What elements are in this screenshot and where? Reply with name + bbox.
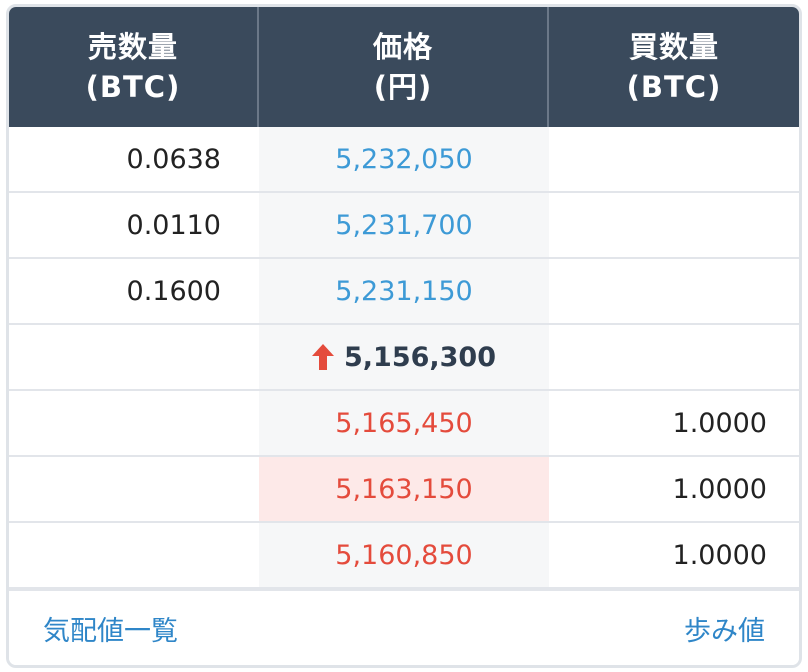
buy-qty-unit: (BTC) [626,70,722,104]
order-book-link[interactable]: 気配値一覧 [43,615,178,647]
empty-sell-cell [9,391,259,455]
empty-sell-cell [9,457,259,521]
price-header: 価格 (円) [259,7,549,127]
ask-qty: 0.0638 [126,143,221,175]
ask-row[interactable]: 0.0110 5,231,700 [9,193,799,259]
empty-buy-cell [549,325,799,389]
up-arrow-icon [311,344,334,370]
price-label: 価格 [372,30,433,64]
ask-price: 5,231,700 [259,193,549,257]
order-book-footer: 気配値一覧 歩み値 [9,589,799,665]
bid-qty: 1.0000 [672,407,767,439]
bid-qty: 1.0000 [672,539,767,571]
empty-sell-cell [9,523,259,587]
sell-qty-header: 売数量 (BTC) [9,7,259,127]
bid-price: 5,165,450 [259,391,549,455]
ask-price: 5,231,150 [259,259,549,323]
empty-sell-cell [9,325,259,389]
price-unit: (円) [373,70,433,104]
bid-row[interactable]: 5,165,450 1.0000 [9,391,799,457]
buy-qty-label: 買数量 [628,30,719,64]
order-book-header: 売数量 (BTC) 価格 (円) 買数量 (BTC) [9,7,799,127]
ask-qty: 0.1600 [126,275,221,307]
last-price: 5,156,300 [343,341,497,373]
bid-row-highlighted[interactable]: 5,163,150 1.0000 [9,457,799,523]
bid-price: 5,163,150 [259,457,549,521]
empty-buy-cell [549,259,799,323]
sell-qty-label: 売数量 [87,30,178,64]
order-book-rows: 0.0638 5,232,050 0.0110 5,231,700 0.1600… [9,127,799,589]
order-book-panel: 売数量 (BTC) 価格 (円) 買数量 (BTC) 0.0638 5,232,… [6,4,802,668]
ask-qty: 0.0110 [126,209,221,241]
ask-price: 5,232,050 [259,127,549,191]
empty-buy-cell [549,193,799,257]
bid-row[interactable]: 5,160,850 1.0000 [9,523,799,589]
bid-qty: 1.0000 [672,473,767,505]
buy-qty-header: 買数量 (BTC) [549,7,799,127]
ask-row[interactable]: 0.0638 5,232,050 [9,127,799,193]
sell-qty-unit: (BTC) [85,70,181,104]
empty-buy-cell [549,127,799,191]
ask-row[interactable]: 0.1600 5,231,150 [9,259,799,325]
trades-link[interactable]: 歩み値 [684,615,765,647]
last-price-row: 5,156,300 [9,325,799,391]
last-price-cell: 5,156,300 [259,325,549,389]
bid-price: 5,160,850 [259,523,549,587]
